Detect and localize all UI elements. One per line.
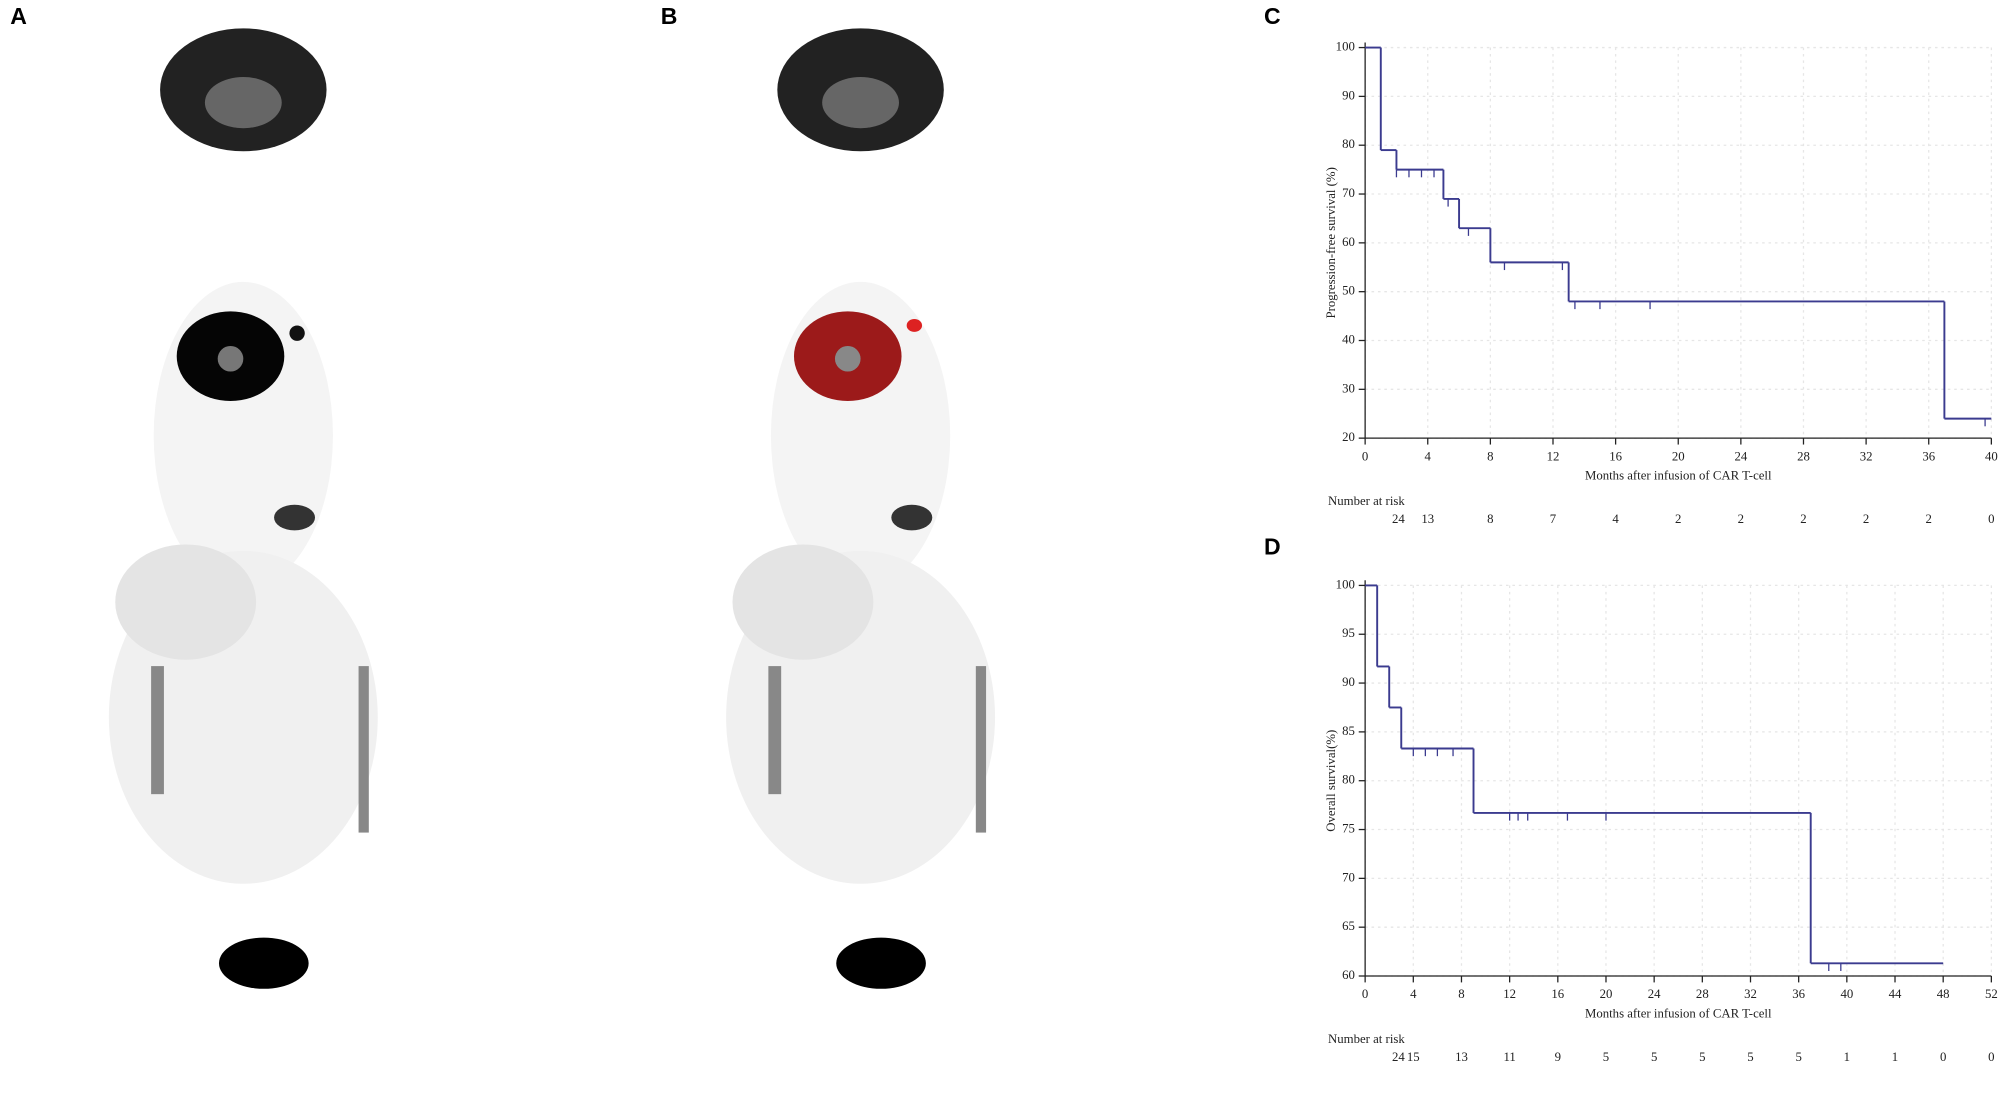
at-risk-count: 1: [1844, 1050, 1850, 1064]
x-tick-label: 28: [1797, 449, 1810, 463]
y-tick-label: 30: [1342, 381, 1355, 395]
at-risk-count: 5: [1795, 1050, 1801, 1064]
x-tick-label: 40: [1985, 449, 1998, 463]
at-risk-count: 1: [1892, 1050, 1898, 1064]
x-tick-label: 12: [1503, 987, 1516, 1001]
x-tick-label: 16: [1551, 987, 1564, 1001]
x-tick-label: 28: [1696, 987, 1709, 1001]
x-tick-label: 52: [1985, 987, 1998, 1001]
y-tick-label: 90: [1342, 88, 1355, 102]
at-risk-count: 2: [1863, 512, 1869, 526]
panel-label: C: [1264, 3, 1281, 29]
panel-label: D: [1264, 533, 1281, 559]
x-axis-label: Months after infusion of CAR T-cell: [1585, 1006, 1772, 1020]
y-tick-label: 50: [1342, 284, 1355, 298]
at-risk-count: 7: [1550, 512, 1557, 526]
x-tick-label: 44: [1889, 987, 1902, 1001]
pet-image-a: [51, 25, 436, 1076]
at-risk-count: 8: [1487, 512, 1493, 526]
x-tick-label: 24: [1734, 449, 1747, 463]
risk-label: Number at risk: [1328, 1032, 1405, 1046]
x-tick-label: 24: [1648, 987, 1661, 1001]
x-tick-label: 40: [1840, 987, 1853, 1001]
x-tick-label: 36: [1922, 449, 1935, 463]
panel-label: B: [661, 3, 678, 29]
y-tick-label: 20: [1342, 430, 1355, 444]
x-tick-label: 12: [1547, 449, 1560, 463]
x-tick-label: 32: [1744, 987, 1757, 1001]
y-tick-label: 60: [1342, 235, 1355, 249]
x-tick-label: 4: [1425, 449, 1432, 463]
at-risk-count: 2: [1738, 512, 1744, 526]
at-risk-count: 0: [1988, 1050, 1994, 1064]
risk-label: Number at risk: [1328, 494, 1405, 508]
y-axis-label: Progression-free survival (%): [1324, 167, 1338, 318]
x-tick-label: 32: [1860, 449, 1873, 463]
at-risk-count: 0: [1940, 1050, 1946, 1064]
x-tick-label: 20: [1600, 987, 1613, 1001]
y-tick-label: 100: [1336, 577, 1355, 591]
pet-image-b: [668, 25, 1053, 1076]
at-risk-count: 11: [1503, 1050, 1515, 1064]
x-tick-label: 8: [1458, 987, 1464, 1001]
at-risk-count: 2: [1675, 512, 1681, 526]
x-tick-label: 48: [1937, 987, 1950, 1001]
y-tick-label: 80: [1342, 773, 1355, 787]
y-tick-label: 70: [1342, 870, 1355, 884]
y-tick-label: 75: [1342, 821, 1355, 835]
at-risk-count: 24: [1392, 1050, 1405, 1064]
at-risk-count: 13: [1455, 1050, 1468, 1064]
x-tick-label: 20: [1672, 449, 1685, 463]
at-risk-count: 0: [1988, 512, 1994, 526]
at-risk-count: 13: [1421, 512, 1434, 526]
panel-label: A: [10, 3, 27, 29]
y-tick-label: 95: [1342, 626, 1355, 640]
at-risk-count: 9: [1555, 1050, 1561, 1064]
y-tick-label: 80: [1342, 137, 1355, 151]
x-axis-label: Months after infusion of CAR T-cell: [1585, 469, 1772, 483]
y-tick-label: 100: [1336, 39, 1355, 53]
x-tick-label: 8: [1487, 449, 1493, 463]
at-risk-count: 15: [1407, 1050, 1420, 1064]
x-tick-label: 0: [1362, 987, 1368, 1001]
at-risk-count: 2: [1926, 512, 1932, 526]
y-tick-label: 70: [1342, 186, 1355, 200]
x-tick-label: 4: [1410, 987, 1417, 1001]
y-tick-label: 40: [1342, 332, 1355, 346]
y-axis-label: Overall survival(%): [1324, 730, 1338, 832]
y-tick-label: 60: [1342, 968, 1355, 982]
at-risk-count: 5: [1747, 1050, 1753, 1064]
at-risk-count: 5: [1699, 1050, 1705, 1064]
at-risk-count: 2: [1800, 512, 1806, 526]
at-risk-count: 5: [1651, 1050, 1657, 1064]
x-tick-label: 16: [1609, 449, 1622, 463]
y-tick-label: 85: [1342, 724, 1355, 738]
x-tick-label: 36: [1792, 987, 1805, 1001]
y-tick-label: 65: [1342, 919, 1355, 933]
y-tick-label: 90: [1342, 675, 1355, 689]
at-risk-count: 5: [1603, 1050, 1609, 1064]
x-tick-label: 0: [1362, 449, 1368, 463]
at-risk-count: 4: [1612, 512, 1619, 526]
at-risk-count: 24: [1392, 512, 1405, 526]
